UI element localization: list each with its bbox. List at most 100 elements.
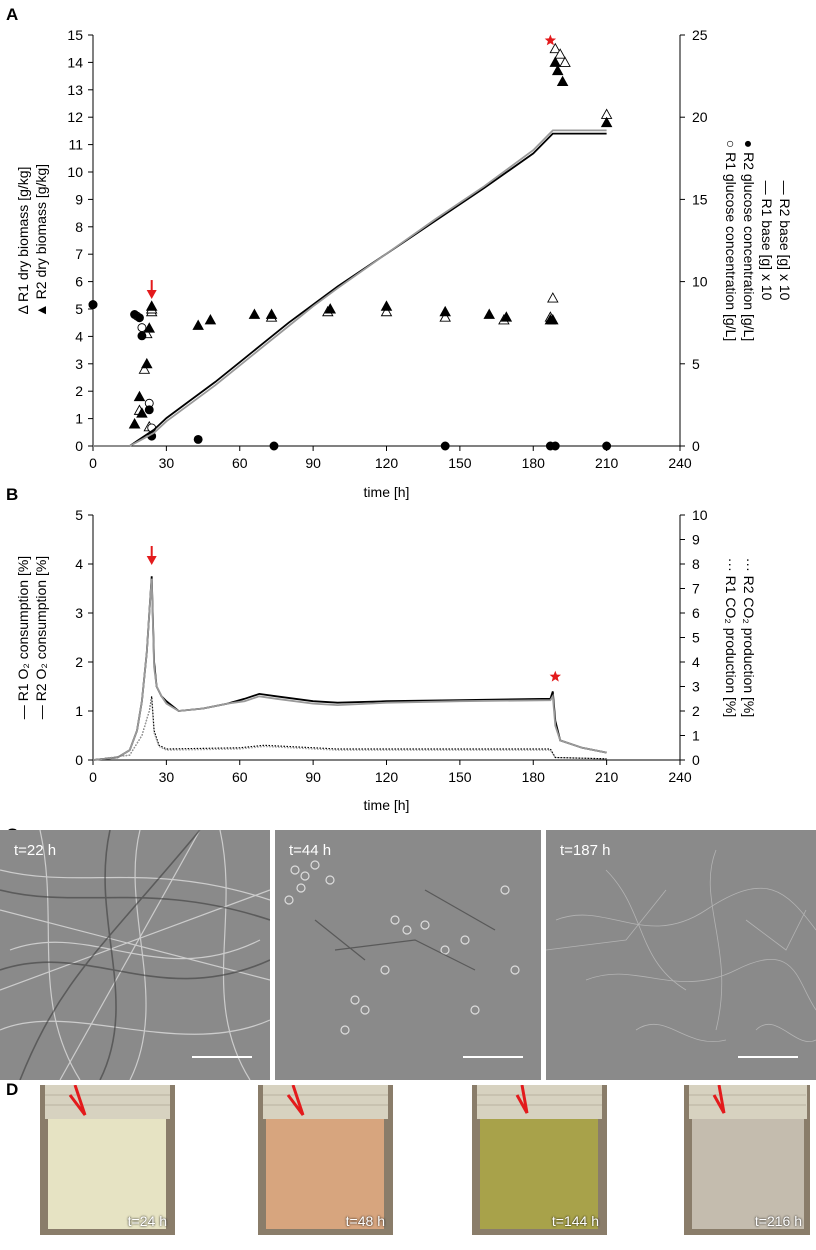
y-left-tick-label: 10 bbox=[67, 164, 83, 180]
fermenter-jar bbox=[684, 1085, 810, 1235]
x-tick-label: 0 bbox=[89, 455, 97, 471]
y-left-tick-label: 13 bbox=[67, 82, 83, 98]
y-left-tick-label: 9 bbox=[75, 191, 83, 207]
data-point-triangle bbox=[380, 305, 393, 317]
y-right-tick-label: 0 bbox=[692, 752, 700, 768]
y-left-tick-label: 7 bbox=[75, 246, 83, 262]
y-left-tick-label: 11 bbox=[68, 137, 83, 153]
photo-label-216h: t=216 h bbox=[754, 1213, 802, 1229]
x-tick-label: 30 bbox=[159, 769, 175, 785]
data-point-triangle bbox=[145, 300, 158, 311]
fermenter-photo-3: t=144 h bbox=[472, 1085, 607, 1235]
panel-letter-b: B bbox=[6, 485, 18, 504]
series-line-0 bbox=[92, 576, 607, 761]
micro-label-187h: t=187 h bbox=[560, 842, 611, 859]
data-point-circle bbox=[550, 441, 560, 451]
data-point-triangle bbox=[549, 42, 562, 54]
micro-label-44h: t=44 h bbox=[289, 842, 332, 859]
y-right-tick-label: 2 bbox=[692, 703, 700, 719]
data-point-circle bbox=[137, 323, 147, 333]
fermenter-photo-1: t=24 h bbox=[40, 1085, 175, 1235]
y-left-tick-label: 4 bbox=[75, 556, 83, 572]
data-point-triangle bbox=[380, 300, 393, 311]
red-arrow-head-icon bbox=[146, 290, 157, 300]
scale-bar bbox=[463, 1056, 523, 1058]
y-left-tick-label: 3 bbox=[75, 605, 83, 621]
x-tick-label: 150 bbox=[448, 769, 472, 785]
series-line-5 bbox=[93, 129, 607, 447]
y-left-tick-label: 4 bbox=[75, 328, 83, 344]
y-left-axis-label: ▲ R2 dry biomass [g/kg] bbox=[33, 164, 49, 317]
y-left-axis-label: — R2 O₂ consumption [%] bbox=[33, 556, 49, 719]
data-point-triangle bbox=[265, 308, 278, 319]
y-left-tick-label: 8 bbox=[75, 219, 83, 235]
fermenter-jar bbox=[472, 1085, 607, 1235]
data-point-circle bbox=[144, 405, 154, 415]
y-left-tick-label: 15 bbox=[67, 27, 83, 43]
y-left-tick-label: 0 bbox=[75, 438, 83, 454]
y-left-tick-label: 1 bbox=[75, 703, 83, 719]
chart-canvas: A B C 0306090120150180210240012345678910… bbox=[6, 5, 793, 830]
hyphae-texture bbox=[0, 830, 270, 1080]
data-point-triangle bbox=[128, 418, 141, 429]
series-line-3 bbox=[92, 698, 607, 761]
y-left-tick-label: 1 bbox=[75, 411, 83, 427]
y-left-tick-label: 5 bbox=[75, 507, 83, 523]
fermenter-jar bbox=[40, 1085, 175, 1235]
panel-letter-c: C bbox=[6, 825, 18, 830]
y-right-tick-label: 5 bbox=[692, 630, 700, 646]
x-axis-label: time [h] bbox=[364, 797, 410, 813]
x-tick-label: 240 bbox=[668, 455, 692, 471]
data-point-triangle bbox=[138, 363, 151, 374]
y-left-tick-label: 14 bbox=[67, 54, 83, 70]
y-left-tick-label: 12 bbox=[67, 109, 83, 125]
hyphae-network-texture bbox=[546, 849, 816, 1043]
x-tick-label: 210 bbox=[595, 769, 619, 785]
y-right-tick-label: 10 bbox=[692, 507, 708, 523]
y-right-axis-label: ··· R2 CO₂ production [%] bbox=[741, 558, 757, 717]
data-point-triangle bbox=[204, 314, 217, 325]
data-point-triangle bbox=[549, 56, 562, 67]
series-line-4 bbox=[93, 132, 607, 447]
y-left-tick-label: 5 bbox=[75, 301, 83, 317]
y-right-tick-label: 1 bbox=[692, 728, 700, 744]
photo-label-144h: t=144 h bbox=[551, 1213, 599, 1229]
data-point-triangle bbox=[547, 314, 559, 325]
panel-b-chart: 0 30 60 90 120 150 180 210 240012345012345678910… bbox=[15, 507, 757, 813]
data-point-circle bbox=[269, 441, 279, 451]
fermenter-photo-2: t=48 h bbox=[258, 1085, 393, 1235]
x-tick-label: 60 bbox=[232, 455, 248, 471]
x-tick-label: 120 bbox=[375, 455, 399, 471]
data-point-triangle bbox=[133, 390, 146, 402]
micro-image-2: t=44 h bbox=[275, 830, 541, 1080]
y-right-tick-label: 25 bbox=[692, 27, 708, 43]
y-right-axis-label: ● R2 glucose concentration [g/L] bbox=[741, 140, 757, 341]
fermenter-photo-4: t=216 h bbox=[684, 1085, 810, 1235]
data-point-circle bbox=[137, 331, 147, 341]
data-point-triangle bbox=[248, 308, 261, 319]
micro-image-1: t=22 h bbox=[0, 830, 270, 1080]
x-tick-label: 180 bbox=[522, 455, 546, 471]
red-arrow-head-icon bbox=[146, 556, 157, 565]
data-point-triangle bbox=[141, 357, 153, 369]
panel-letter-a: A bbox=[6, 5, 18, 24]
y-right-tick-label: 5 bbox=[692, 356, 700, 372]
yeast-cells-texture bbox=[284, 860, 520, 1035]
data-point-circle bbox=[135, 313, 144, 323]
y-left-tick-label: 0 bbox=[75, 752, 83, 768]
data-point-triangle bbox=[143, 322, 156, 333]
x-tick-label: 90 bbox=[305, 769, 321, 785]
data-point-circle bbox=[193, 434, 203, 444]
y-right-tick-label: 7 bbox=[692, 581, 700, 597]
panel-letter-d-wrap: D bbox=[6, 1080, 18, 1100]
data-point-triangle bbox=[439, 305, 451, 317]
data-point-triangle bbox=[192, 319, 204, 330]
data-point-circle bbox=[88, 300, 98, 310]
y-right-tick-label: 10 bbox=[692, 274, 708, 290]
y-left-tick-label: 3 bbox=[75, 356, 83, 372]
red-star-icon bbox=[549, 670, 561, 682]
x-tick-label: 210 bbox=[595, 455, 619, 471]
x-tick-label: 90 bbox=[305, 455, 321, 471]
red-star-icon bbox=[544, 34, 557, 46]
data-point-triangle bbox=[500, 311, 513, 322]
